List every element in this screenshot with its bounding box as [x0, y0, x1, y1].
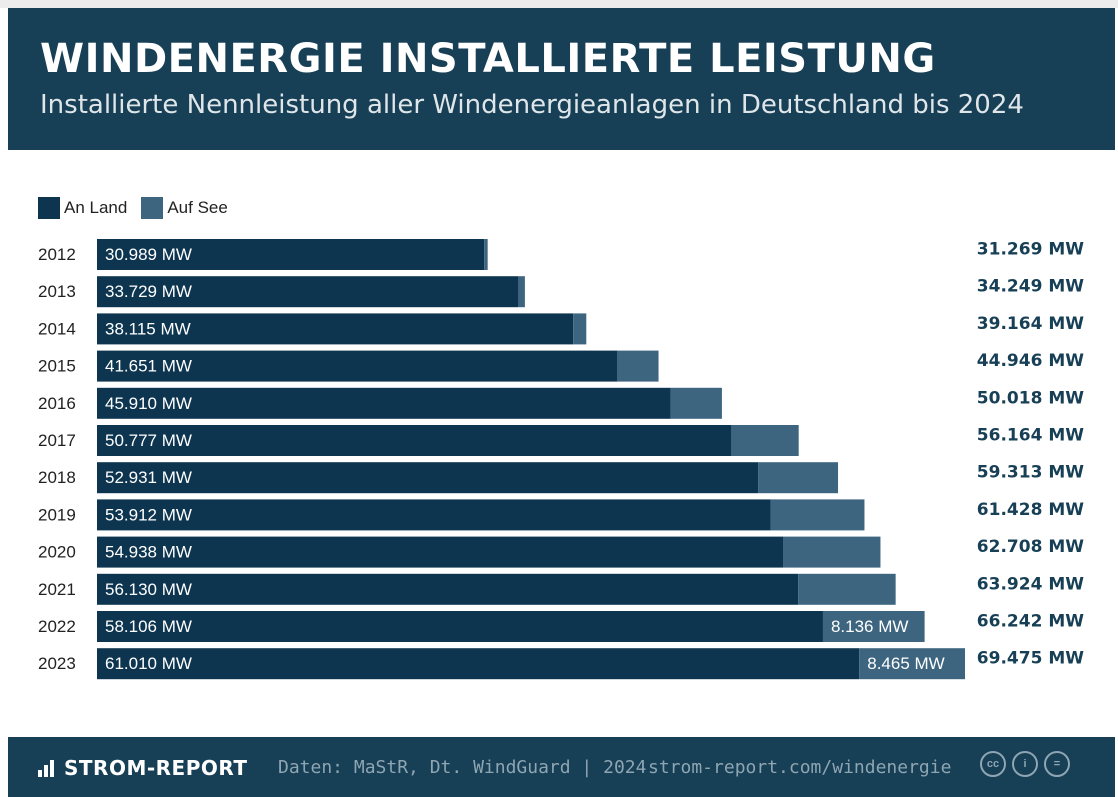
bar-an-land-2013: [97, 276, 519, 308]
footer-bar: STROM-REPORT Daten: MaStR, Dt. WindGuard…: [8, 737, 1115, 797]
year-label-2016: 2016: [38, 394, 76, 413]
chart-title: WINDENERGIE INSTALLIERTE LEISTUNG: [40, 36, 936, 82]
total-label-2017: 56.164 MW: [977, 426, 1084, 446]
total-label-2012: 31.269 MW: [977, 240, 1084, 260]
bar-an-land-2012: [97, 239, 485, 270]
legend-label-an-land: An Land: [64, 198, 128, 217]
value-label-an-land-2023: 61.010 MW: [105, 654, 192, 673]
year-label-2021: 2021: [38, 580, 76, 599]
bar-auf-see-2023: [859, 648, 965, 680]
bar-an-land-2021: [97, 573, 799, 605]
bar-an-land-2017: [97, 425, 732, 456]
value-label-an-land-2013: 33.729 MW: [105, 282, 192, 301]
total-label-2023: 69.475 MW: [977, 649, 1084, 669]
chart-subtitle: Installierte Nennleistung aller Windener…: [40, 90, 1024, 120]
top-strip: [0, 0, 1118, 8]
bar-auf-see-2020: [783, 536, 881, 568]
value-label-an-land-2012: 30.989 MW: [105, 245, 192, 264]
year-label-2023: 2023: [38, 654, 76, 673]
value-label-an-land-2014: 38.115 MW: [105, 319, 191, 338]
bar-auf-see-2021: [798, 573, 896, 605]
legend-label-auf-see: Auf See: [167, 198, 228, 217]
year-label-2020: 2020: [38, 543, 76, 562]
legend-swatch-auf-see: [141, 197, 164, 219]
bar-auf-see-2014: [573, 313, 587, 345]
licence-icons: cc i =: [980, 751, 1076, 777]
bar-auf-see-2013: [518, 276, 525, 308]
total-label-2014: 39.164 MW: [977, 314, 1084, 334]
brand-name: STROM-REPORT: [64, 756, 248, 780]
bar-an-land-2020: [97, 536, 784, 568]
brand-logo: STROM-REPORT: [38, 756, 248, 780]
value-label-an-land-2016: 45.910 MW: [105, 394, 192, 413]
value-label-an-land-2021: 56.130 MW: [105, 580, 192, 599]
source-url[interactable]: strom-report.com/windenergie: [648, 757, 952, 778]
creative-commons-icon: cc: [980, 751, 1006, 777]
value-label-an-land-2020: 54.938 MW: [105, 543, 192, 562]
year-label-2019: 2019: [38, 505, 76, 524]
year-label-2017: 2017: [38, 431, 76, 450]
value-label-an-land-2019: 53.912 MW: [105, 505, 192, 524]
bar-auf-see-2012: [484, 239, 488, 270]
bar-an-land-2015: [97, 350, 618, 382]
legend-item-auf-see: Auf See: [141, 197, 228, 219]
legend-swatch-an-land: [38, 197, 60, 219]
header-banner: WINDENERGIE INSTALLIERTE LEISTUNG Instal…: [8, 8, 1115, 150]
bar-auf-see-2016: [670, 387, 722, 419]
year-label-2018: 2018: [38, 468, 76, 487]
bar-auf-see-2018: [758, 462, 839, 494]
bar-chart: 2012 30.989 MW 31.269 MW 2013 33.729 MW 34.24…: [38, 239, 1084, 680]
total-label-2015: 44.946 MW: [977, 351, 1084, 371]
no-derivatives-icon: =: [1044, 751, 1070, 777]
value-label-an-land-2017: 50.777 MW: [105, 431, 192, 450]
value-label-an-land-2018: 52.931 MW: [105, 468, 192, 487]
total-label-2013: 34.249 MW: [977, 277, 1084, 297]
bar-auf-see-2015: [617, 350, 659, 382]
legend-item-an-land: An Land: [38, 197, 127, 219]
year-label-2015: 2015: [38, 357, 76, 376]
value-label-auf-see-2023: 8.465 MW: [867, 654, 944, 673]
value-label-an-land-2015: 41.651 MW: [105, 357, 192, 376]
total-label-2018: 59.313 MW: [977, 463, 1084, 483]
year-label-2013: 2013: [38, 282, 76, 301]
bar-an-land-2019: [97, 499, 771, 531]
value-label-an-land-2022: 58.106 MW: [105, 617, 192, 636]
bar-auf-see-2019: [770, 499, 865, 531]
data-source: Daten: MaStR, Dt. WindGuard | 2024: [278, 757, 647, 778]
year-label-2022: 2022: [38, 617, 76, 636]
bar-auf-see-2022: [822, 611, 925, 642]
legend: An Land Auf See: [38, 197, 242, 219]
bar-an-land-2014: [97, 313, 574, 345]
attribution-icon: i: [1012, 751, 1038, 777]
bar-auf-see-2017: [731, 425, 799, 456]
bar-an-land-2016: [97, 387, 671, 419]
total-label-2019: 61.428 MW: [977, 500, 1084, 520]
value-label-auf-see-2022: 8.136 MW: [831, 617, 908, 636]
total-label-2020: 62.708 MW: [977, 537, 1084, 557]
year-label-2012: 2012: [38, 245, 76, 264]
year-label-2014: 2014: [38, 319, 76, 338]
bar-an-land-2022: [97, 611, 823, 642]
bar-chart-icon: [38, 759, 56, 777]
total-label-2022: 66.242 MW: [977, 612, 1084, 632]
total-label-2016: 50.018 MW: [977, 388, 1084, 408]
bar-an-land-2023: [97, 648, 860, 680]
bar-an-land-2018: [97, 462, 759, 494]
total-label-2021: 63.924 MW: [977, 574, 1084, 594]
